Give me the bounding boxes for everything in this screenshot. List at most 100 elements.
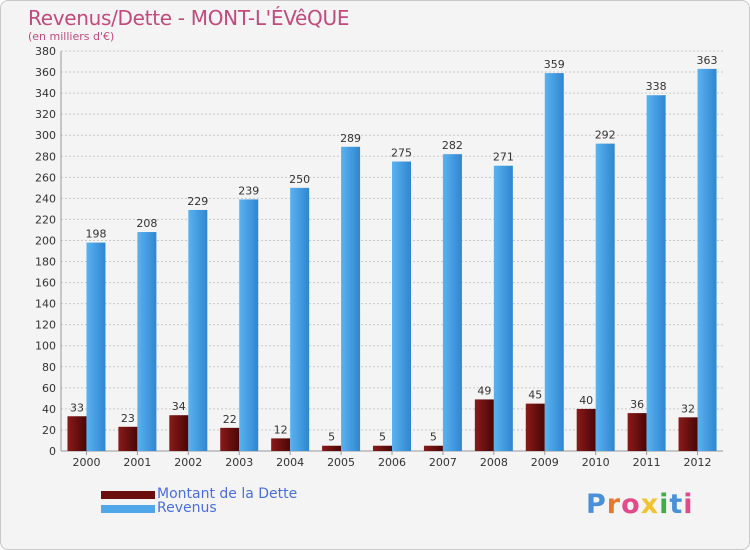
data-label-revenus: 198 xyxy=(85,228,106,241)
y-tick-label: 300 xyxy=(35,129,56,142)
x-tick-label: 2008 xyxy=(480,456,508,469)
data-label-revenus: 229 xyxy=(187,195,208,208)
y-tick-label: 380 xyxy=(35,45,56,58)
data-label-dette: 12 xyxy=(274,423,288,436)
bar-dette xyxy=(678,417,698,451)
data-label-dette: 32 xyxy=(681,402,695,415)
bar-dette xyxy=(423,445,443,451)
data-label-revenus: 282 xyxy=(442,139,463,152)
bar-revenus xyxy=(646,95,666,452)
y-tick-label: 220 xyxy=(35,213,56,226)
bar-dette xyxy=(220,427,240,451)
logo-letter: i xyxy=(659,489,670,520)
chart-title: Revenus/Dette - MONT-L'ÉVêQUE xyxy=(28,6,350,30)
y-tick-label: 140 xyxy=(35,298,56,311)
data-label-revenus: 271 xyxy=(493,151,514,164)
logo-letter: i xyxy=(683,489,694,520)
chart-subtitle: (en milliers d'€) xyxy=(28,30,115,43)
x-tick-label: 2004 xyxy=(276,456,304,469)
x-tick-label: 2005 xyxy=(327,456,355,469)
y-tick-label: 280 xyxy=(35,150,56,163)
bar-dette xyxy=(67,416,87,451)
bar-revenus xyxy=(493,165,513,451)
data-label-revenus: 292 xyxy=(595,129,616,142)
bar-dette xyxy=(576,408,596,451)
y-tick-label: 180 xyxy=(35,256,56,269)
data-label-revenus: 275 xyxy=(391,147,412,160)
x-tick-label: 2006 xyxy=(378,456,406,469)
y-tick-label: 20 xyxy=(42,424,56,437)
data-label-dette: 5 xyxy=(430,431,437,444)
x-tick-label: 2010 xyxy=(582,456,610,469)
bar-revenus xyxy=(392,161,411,452)
bar-dette xyxy=(322,445,342,451)
y-tick-label: 40 xyxy=(42,403,56,416)
data-label-dette: 33 xyxy=(70,401,84,414)
data-label-dette: 49 xyxy=(477,384,491,397)
data-label-dette: 45 xyxy=(528,389,542,402)
logo-letter: x xyxy=(640,489,660,520)
y-tick-label: 100 xyxy=(35,340,56,353)
data-label-dette: 5 xyxy=(328,431,335,444)
y-tick-label: 200 xyxy=(35,234,56,247)
y-tick-label: 60 xyxy=(42,382,56,395)
y-tick-label: 360 xyxy=(35,66,56,79)
y-tick-label: 320 xyxy=(35,108,56,121)
y-tick-label: 240 xyxy=(35,192,56,205)
bar-revenus xyxy=(442,154,462,451)
proxiti-logo: Proxiti xyxy=(586,489,694,520)
x-tick-label: 2012 xyxy=(684,456,712,469)
y-tick-label: 160 xyxy=(35,277,56,290)
bar-revenus xyxy=(239,199,259,451)
x-tick-label: 2001 xyxy=(123,456,151,469)
y-tick-label: 340 xyxy=(35,87,56,100)
data-label-dette: 22 xyxy=(223,413,237,426)
legend-swatch-revenus xyxy=(101,505,155,513)
data-label-dette: 40 xyxy=(579,394,593,407)
data-label-dette: 23 xyxy=(121,412,135,425)
data-label-dette: 5 xyxy=(379,431,386,444)
x-tick-label: 2000 xyxy=(72,456,100,469)
bar-dette xyxy=(118,426,138,451)
data-label-revenus: 338 xyxy=(646,80,667,93)
x-tick-label: 2002 xyxy=(174,456,202,469)
data-label-revenus: 359 xyxy=(544,58,565,71)
y-tick-label: 120 xyxy=(35,319,56,332)
y-tick-label: 0 xyxy=(49,445,56,458)
legend-label-revenus: Revenus xyxy=(157,500,217,516)
data-label-revenus: 250 xyxy=(289,173,310,186)
bar-revenus xyxy=(544,73,564,452)
bar-dette xyxy=(373,445,392,451)
bar-dette xyxy=(627,413,647,451)
legend-swatch-dette xyxy=(101,491,155,499)
bar-dette xyxy=(169,415,189,451)
y-tick-label: 260 xyxy=(35,171,56,184)
bar-revenus xyxy=(697,68,717,451)
data-label-revenus: 363 xyxy=(697,54,718,67)
y-tick-label: 80 xyxy=(42,361,56,374)
bar-revenus xyxy=(341,146,361,451)
data-label-dette: 36 xyxy=(630,398,644,411)
legend-label-dette: Montant de la Dette xyxy=(157,486,298,502)
bar-dette xyxy=(271,438,291,451)
bar-revenus xyxy=(137,232,157,451)
x-tick-label: 2011 xyxy=(633,456,661,469)
logo-letter: r xyxy=(606,489,622,520)
data-label-revenus: 208 xyxy=(136,217,157,230)
x-tick-label: 2009 xyxy=(531,456,559,469)
data-label-revenus: 289 xyxy=(340,132,361,145)
data-label-revenus: 239 xyxy=(238,184,259,197)
bar-revenus xyxy=(595,143,615,451)
bar-revenus xyxy=(290,187,310,451)
bar-revenus xyxy=(188,209,208,451)
bar-revenus xyxy=(86,242,106,451)
bar-dette xyxy=(474,399,494,451)
logo-letter: t xyxy=(669,489,684,520)
x-tick-label: 2003 xyxy=(225,456,253,469)
x-tick-label: 2007 xyxy=(429,456,457,469)
data-label-dette: 34 xyxy=(172,400,186,413)
bar-dette xyxy=(525,403,545,451)
logo-letter: o xyxy=(621,489,641,520)
logo-letter: P xyxy=(586,489,607,520)
